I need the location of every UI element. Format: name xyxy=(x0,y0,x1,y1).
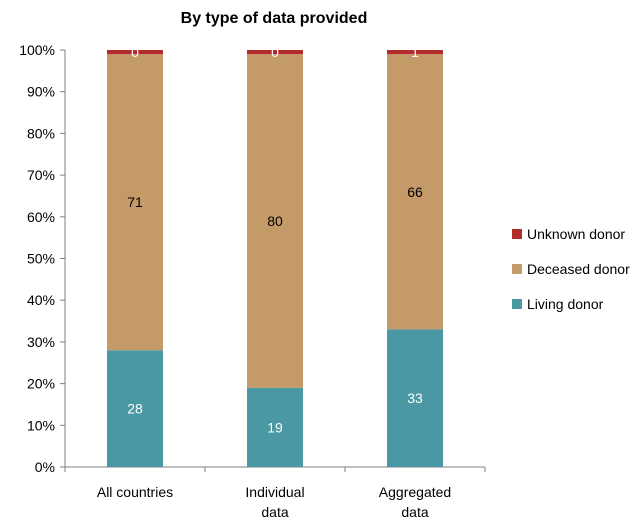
bar-segment xyxy=(387,50,443,55)
legend-label: Living donor xyxy=(527,296,604,312)
y-tick-label: 10% xyxy=(27,417,55,433)
x-tick-label: data xyxy=(401,504,428,520)
y-tick-label: 40% xyxy=(27,292,55,308)
bar-segment xyxy=(387,54,443,330)
bar-segment xyxy=(387,329,443,467)
y-tick-label: 30% xyxy=(27,334,55,350)
y-tick-label: 0% xyxy=(35,459,55,475)
y-tick-label: 20% xyxy=(27,376,55,392)
data-label: 19 xyxy=(267,419,283,435)
data-label: 33 xyxy=(407,390,423,406)
chart-legend: Unknown donor Deceased donor Living donor xyxy=(512,226,630,312)
data-label: 28 xyxy=(127,401,143,417)
legend-label: Unknown donor xyxy=(527,226,625,242)
data-label: 71 xyxy=(127,194,143,210)
bar-segment xyxy=(107,350,163,467)
y-tick-label: 50% xyxy=(27,251,55,267)
y-tick-label: 80% xyxy=(27,125,55,141)
legend-swatch xyxy=(512,264,522,274)
x-tick-label: All countries xyxy=(97,484,173,500)
data-label: 0 xyxy=(271,44,279,60)
data-label: 66 xyxy=(407,184,423,200)
bar-segment xyxy=(247,387,303,467)
data-label: 0 xyxy=(131,44,139,60)
bar-segment xyxy=(107,50,163,55)
bar-segment xyxy=(247,54,303,388)
y-tick-label: 90% xyxy=(27,84,55,100)
chart-bars: 28 71 0 19 80 0 33 66 1 xyxy=(107,44,443,467)
chart-title: By type of data provided xyxy=(181,10,368,27)
y-tick-label: 100% xyxy=(19,42,55,58)
data-label: 80 xyxy=(267,213,283,229)
x-tick-label: Aggregated xyxy=(379,484,451,500)
bar-segment xyxy=(107,54,163,351)
legend-swatch xyxy=(512,229,522,239)
data-label: 1 xyxy=(411,44,419,60)
legend-swatch xyxy=(512,299,522,309)
bar-segment xyxy=(247,50,303,55)
y-tick-label: 60% xyxy=(27,209,55,225)
x-tick-label: Individual xyxy=(245,484,304,500)
y-tick-label: 70% xyxy=(27,167,55,183)
x-tick-label: data xyxy=(261,504,288,520)
legend-label: Deceased donor xyxy=(527,261,630,277)
